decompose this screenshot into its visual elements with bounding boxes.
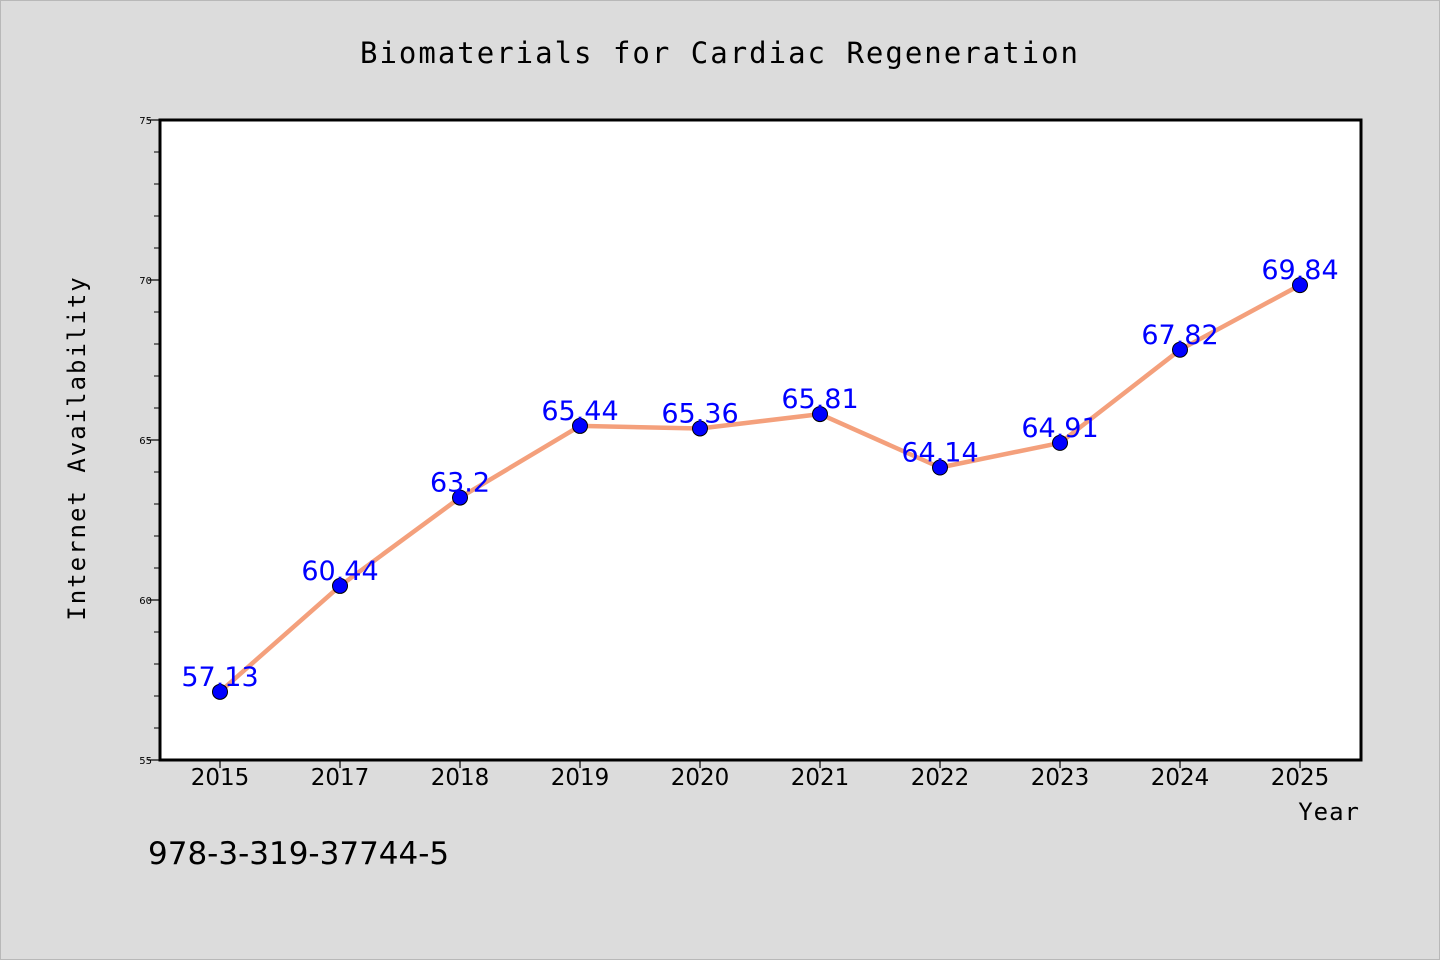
- data-point: [1292, 277, 1308, 294]
- x-tick-label: 2017: [311, 765, 370, 791]
- x-tick-label: 2024: [1151, 765, 1210, 791]
- y-tick-label: 65: [139, 436, 152, 447]
- series-markers: [212, 277, 1308, 700]
- data-point: [332, 577, 348, 594]
- plot-area: [158, 118, 1363, 762]
- x-tick-label: 2018: [431, 765, 490, 791]
- data-label: 65.36: [661, 398, 738, 429]
- x-tick-label: 2021: [791, 765, 850, 791]
- x-axis-ticks: 2015 2017 2018 2019 2020 2021 2022 2023 2024 2025: [191, 760, 1330, 791]
- data-labels: 57.13 60.44 63.2 65.44 65.36 65.81 64.14 64.91 6…: [181, 255, 1338, 693]
- y-tick-label: 70: [139, 276, 152, 287]
- y-axis-label: Internet Availability: [63, 275, 91, 620]
- x-tick-label: 2019: [551, 765, 610, 791]
- data-label: 67.82: [1141, 320, 1218, 351]
- x-tick-label: 2025: [1271, 765, 1330, 791]
- data-label: 65.81: [781, 384, 858, 415]
- data-label: 60.44: [301, 556, 378, 587]
- data-label: 65.44: [541, 396, 618, 427]
- series-line: [217, 282, 1303, 695]
- y-axis-ticks: 55 60 65 70 75: [139, 116, 160, 767]
- x-tick-label: 2022: [911, 765, 970, 791]
- data-label: 64.14: [901, 438, 978, 469]
- data-point: [812, 406, 828, 423]
- data-label: 64.91: [1021, 413, 1098, 444]
- data-label: 69.84: [1261, 255, 1338, 286]
- isbn-text: 978-3-319-37744-5: [148, 836, 449, 872]
- data-point: [572, 417, 588, 434]
- chart-title: Biomaterials for Cardiac Regeneration: [360, 36, 1080, 70]
- x-tick-label: 2020: [671, 765, 730, 791]
- data-point: [932, 459, 948, 476]
- data-point: [1052, 434, 1068, 451]
- data-point: [692, 420, 708, 437]
- y-tick-label: 75: [139, 116, 152, 127]
- y-tick-label: 55: [139, 756, 152, 767]
- x-axis-label: Year: [1298, 798, 1360, 826]
- data-label: 57.13: [181, 662, 258, 693]
- data-label: 63.2: [430, 468, 490, 499]
- x-tick-label: 2023: [1031, 765, 1090, 791]
- y-tick-label: 60: [139, 596, 152, 607]
- data-point: [452, 489, 468, 506]
- data-point: [1172, 341, 1188, 358]
- data-point: [212, 683, 228, 700]
- x-tick-label: 2015: [191, 765, 250, 791]
